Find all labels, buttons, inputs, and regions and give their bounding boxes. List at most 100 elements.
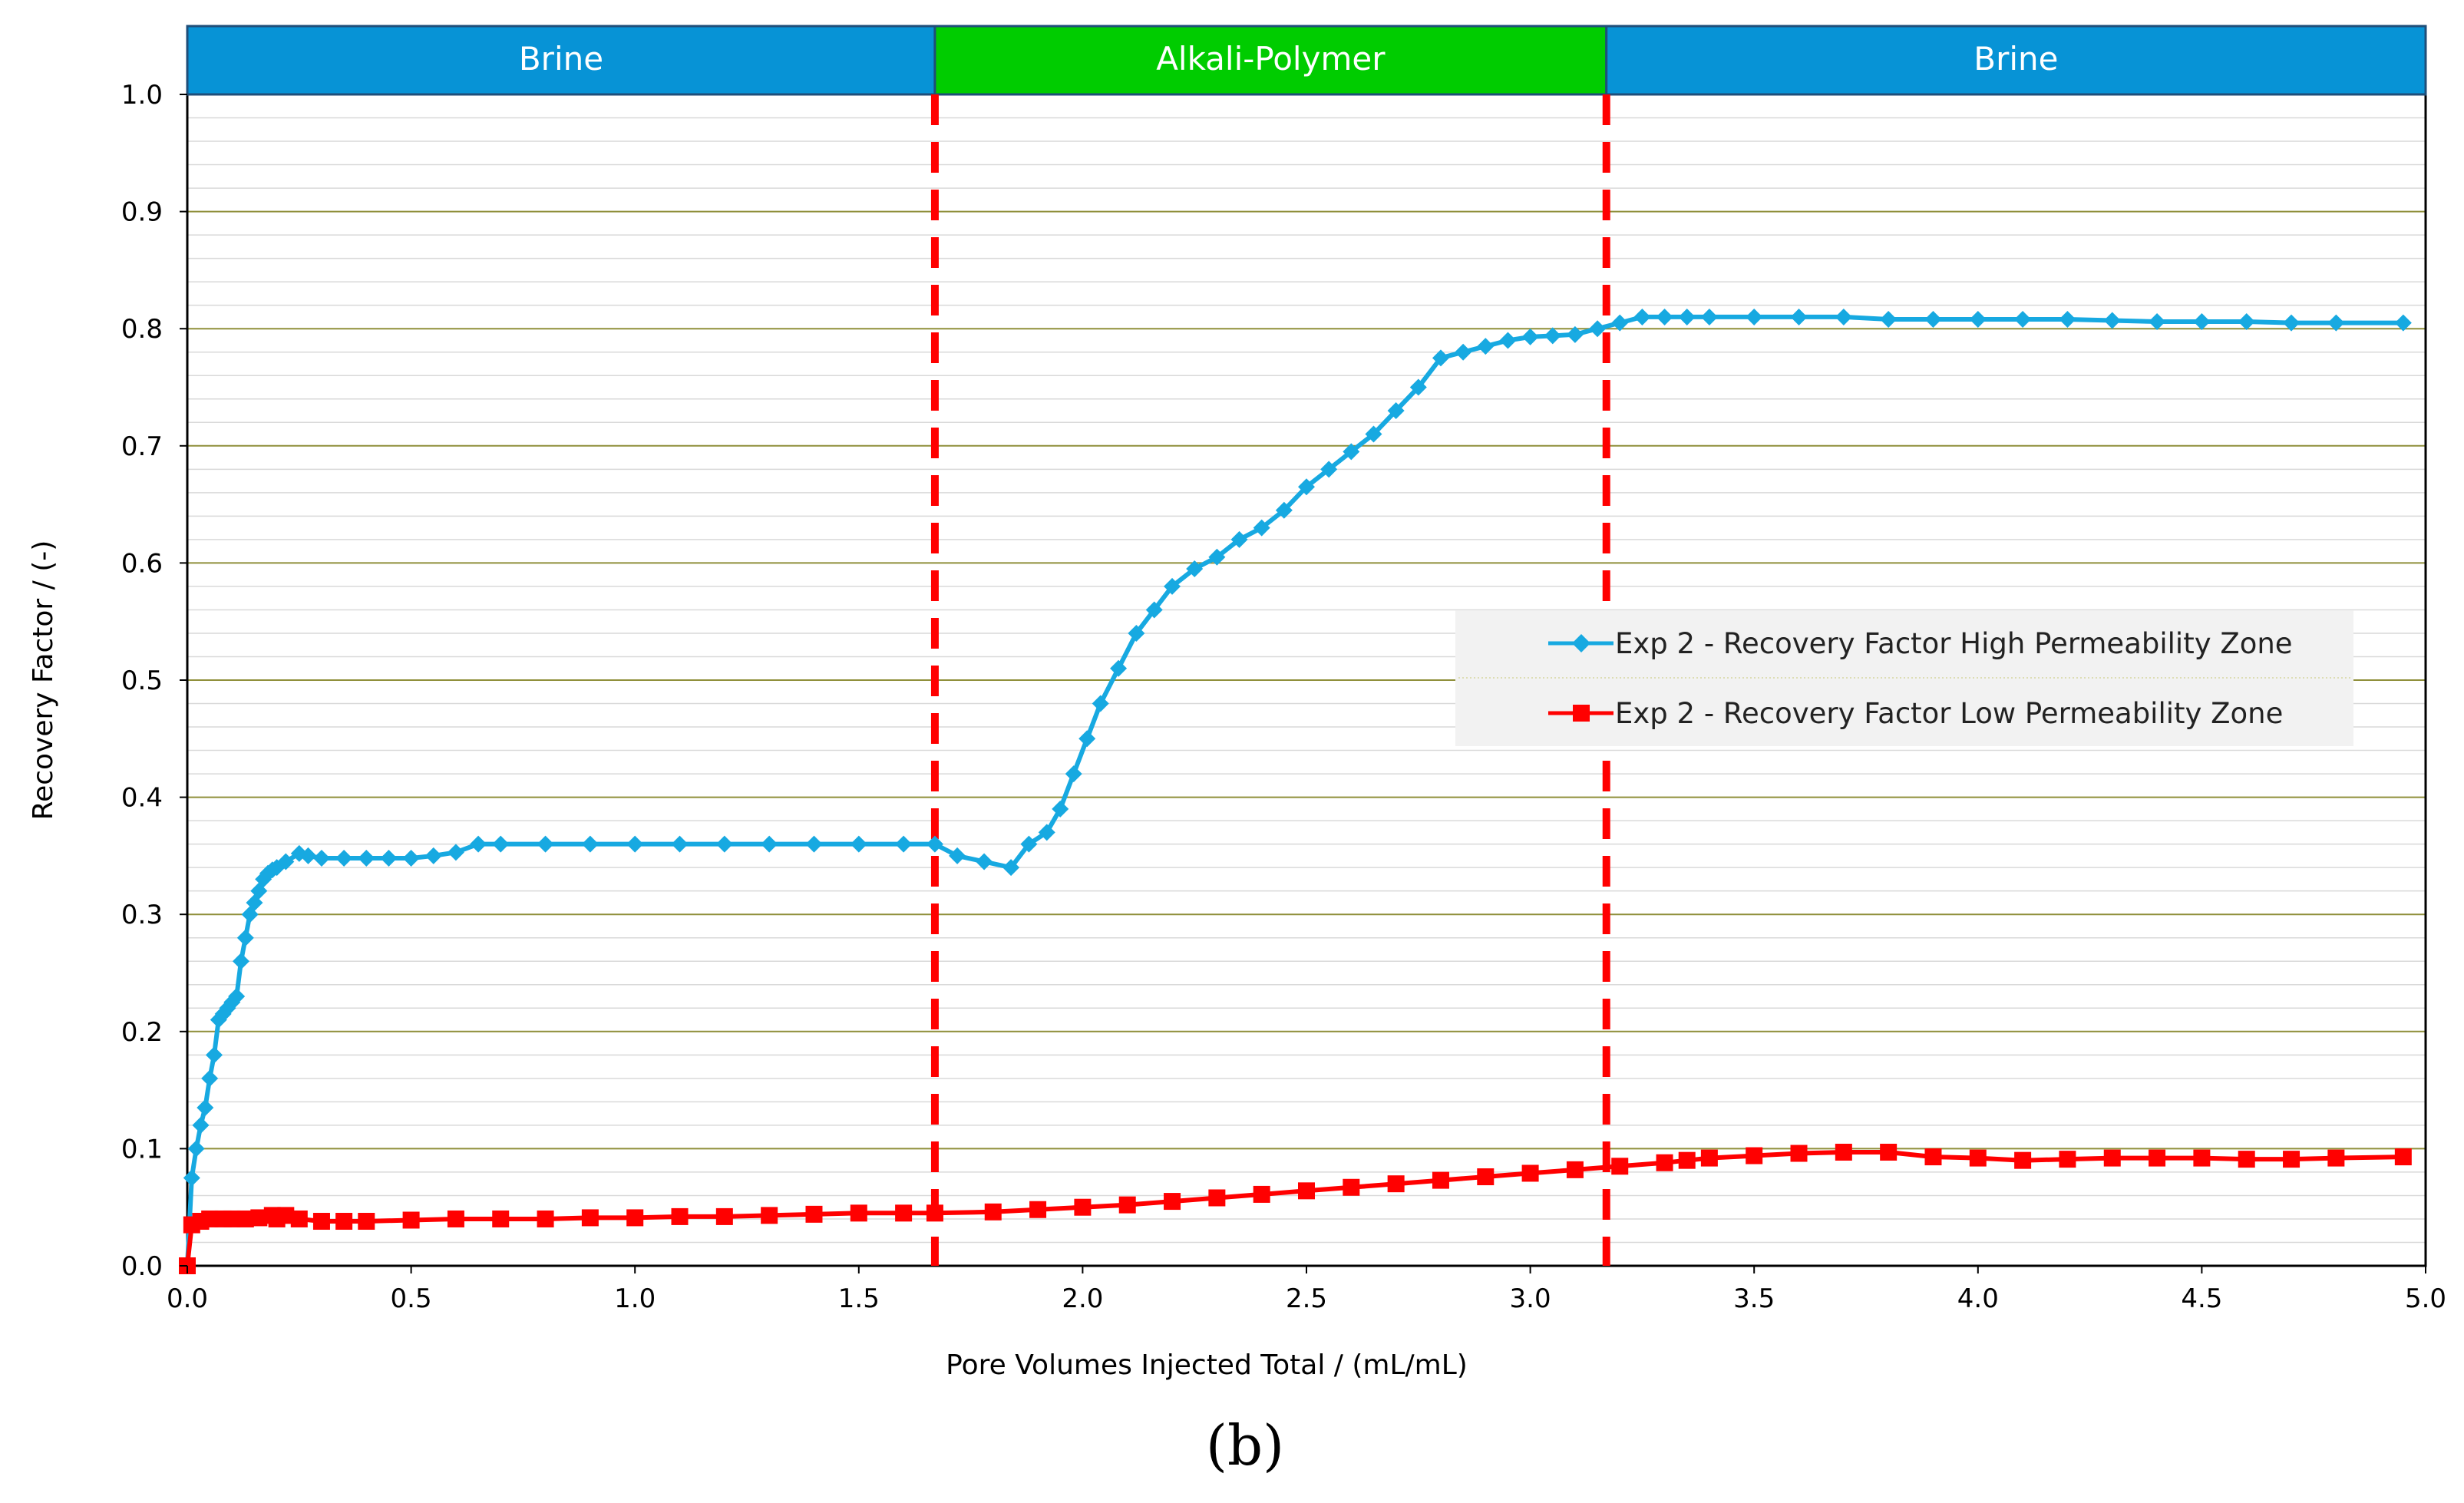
data-point-high-perm bbox=[1924, 310, 1942, 328]
phase-label-1: Alkali-Polymer bbox=[1156, 40, 1386, 78]
data-point-high-perm bbox=[1145, 601, 1163, 619]
data-point-high-perm bbox=[358, 849, 375, 867]
data-point-low-perm bbox=[715, 1207, 733, 1225]
legend-label-low: Exp 2 - Recovery Factor Low Permeability… bbox=[1615, 697, 2283, 730]
x-axis-ticks: 0.0 0.5 1.0 1.5 2.0 2.5 3.0 3.5 4.0 4.5 5.0 bbox=[167, 1266, 2446, 1314]
data-point-high-perm bbox=[1656, 308, 1673, 325]
data-point-high-perm bbox=[1633, 308, 1651, 325]
y-tick-label: 0.0 bbox=[121, 1251, 163, 1282]
data-point-low-perm bbox=[537, 1210, 554, 1227]
data-point-high-perm bbox=[537, 835, 554, 853]
x-tick-label: 4.0 bbox=[1957, 1283, 1999, 1314]
data-point-high-perm bbox=[1092, 695, 1109, 712]
data-point-low-perm bbox=[1656, 1154, 1673, 1171]
data-point-high-perm bbox=[626, 835, 644, 853]
data-point-high-perm bbox=[1343, 443, 1360, 461]
data-point-high-perm bbox=[850, 835, 867, 853]
data-point-high-perm bbox=[976, 853, 993, 870]
data-point-high-perm bbox=[380, 849, 398, 867]
data-point-high-perm bbox=[581, 835, 599, 853]
data-point-low-perm bbox=[2394, 1148, 2412, 1166]
data-point-high-perm bbox=[1275, 501, 1293, 519]
data-point-low-perm bbox=[1611, 1158, 1629, 1175]
data-point-high-perm bbox=[1521, 328, 1539, 345]
data-point-high-perm bbox=[232, 953, 249, 970]
data-point-low-perm bbox=[1432, 1171, 1449, 1189]
data-point-low-perm bbox=[1924, 1148, 1942, 1166]
x-tick-label: 3.0 bbox=[1510, 1283, 1551, 1314]
data-point-high-perm bbox=[1230, 530, 1248, 548]
data-point-high-perm bbox=[1110, 659, 1128, 677]
data-point-high-perm bbox=[1365, 425, 1382, 443]
x-tick-label: 2.0 bbox=[1062, 1283, 1103, 1314]
data-point-low-perm bbox=[671, 1207, 689, 1225]
data-point-high-perm bbox=[470, 835, 487, 853]
data-point-high-perm bbox=[895, 835, 913, 853]
data-point-low-perm bbox=[2059, 1151, 2076, 1168]
data-point-low-perm bbox=[1208, 1189, 1226, 1207]
data-point-low-perm bbox=[223, 1210, 241, 1227]
data-point-low-perm bbox=[761, 1207, 778, 1224]
data-point-low-perm bbox=[926, 1204, 943, 1222]
data-point-low-perm bbox=[1164, 1193, 1181, 1211]
x-tick-label: 1.5 bbox=[838, 1283, 880, 1314]
data-point-low-perm bbox=[1790, 1145, 1808, 1162]
y-tick-label: 0.3 bbox=[121, 900, 163, 930]
y-tick-label: 0.5 bbox=[121, 666, 163, 696]
data-point-high-perm bbox=[1020, 835, 1038, 853]
data-point-high-perm bbox=[424, 847, 442, 864]
legend-label-high: Exp 2 - Recovery Factor High Permeabilit… bbox=[1615, 627, 2293, 660]
data-point-high-perm bbox=[2014, 310, 2032, 328]
data-point-low-perm bbox=[1566, 1161, 1584, 1178]
data-point-high-perm bbox=[1611, 314, 1629, 332]
x-tick-label: 1.0 bbox=[614, 1283, 656, 1314]
data-point-low-perm bbox=[312, 1213, 330, 1230]
data-point-low-perm bbox=[2014, 1151, 2032, 1169]
data-point-low-perm bbox=[2238, 1151, 2255, 1168]
data-point-high-perm bbox=[228, 988, 246, 1006]
legend-marker-high bbox=[1572, 634, 1590, 652]
data-point-high-perm bbox=[1078, 730, 1096, 748]
data-point-high-perm bbox=[1128, 624, 1145, 642]
data-point-high-perm bbox=[2103, 312, 2121, 329]
data-point-low-perm bbox=[2193, 1149, 2211, 1167]
phase-label-2: Brine bbox=[1974, 40, 2058, 78]
y-tick-label: 0.9 bbox=[121, 197, 163, 228]
phase-band-1 bbox=[933, 25, 1608, 96]
data-point-high-perm bbox=[2238, 313, 2255, 331]
data-point-high-perm bbox=[277, 853, 295, 870]
data-point-high-perm bbox=[1880, 310, 1898, 328]
data-point-low-perm bbox=[805, 1205, 823, 1223]
phase-band-0 bbox=[186, 25, 936, 96]
data-point-high-perm bbox=[1409, 378, 1427, 396]
data-point-high-perm bbox=[1298, 478, 1315, 496]
data-point-low-perm bbox=[1700, 1149, 1718, 1167]
x-tick-label: 5.0 bbox=[2405, 1283, 2446, 1314]
data-point-high-perm bbox=[183, 1169, 200, 1187]
data-point-high-perm bbox=[2059, 310, 2076, 328]
y-axis-ticks: 0.0 0.1 0.2 0.3 0.4 0.5 0.6 0.7 0.8 0.9 1.0 bbox=[121, 80, 187, 1282]
data-point-low-perm bbox=[1387, 1175, 1405, 1193]
y-tick-label: 0.7 bbox=[121, 431, 163, 462]
data-point-high-perm bbox=[197, 1098, 214, 1116]
data-point-high-perm bbox=[236, 929, 254, 946]
data-point-high-perm bbox=[402, 849, 420, 867]
data-point-high-perm bbox=[1969, 310, 1987, 328]
data-point-high-perm bbox=[1186, 560, 1204, 578]
data-point-high-perm bbox=[1589, 320, 1607, 338]
data-point-high-perm bbox=[1208, 548, 1226, 566]
data-point-high-perm bbox=[187, 1140, 205, 1158]
y-tick-label: 0.1 bbox=[121, 1134, 163, 1164]
data-point-low-perm bbox=[984, 1203, 1002, 1221]
data-point-low-perm bbox=[850, 1204, 867, 1222]
data-point-low-perm bbox=[1118, 1196, 1136, 1214]
data-point-low-perm bbox=[290, 1210, 308, 1227]
data-point-low-perm bbox=[1298, 1182, 1315, 1200]
data-point-high-perm bbox=[1499, 332, 1517, 349]
data-point-low-perm bbox=[492, 1210, 510, 1227]
legend-marker-low bbox=[1573, 705, 1590, 722]
data-point-low-perm bbox=[1074, 1198, 1092, 1216]
data-point-high-perm bbox=[2327, 314, 2345, 332]
data-point-high-perm bbox=[1746, 308, 1763, 325]
data-point-high-perm bbox=[805, 835, 823, 853]
